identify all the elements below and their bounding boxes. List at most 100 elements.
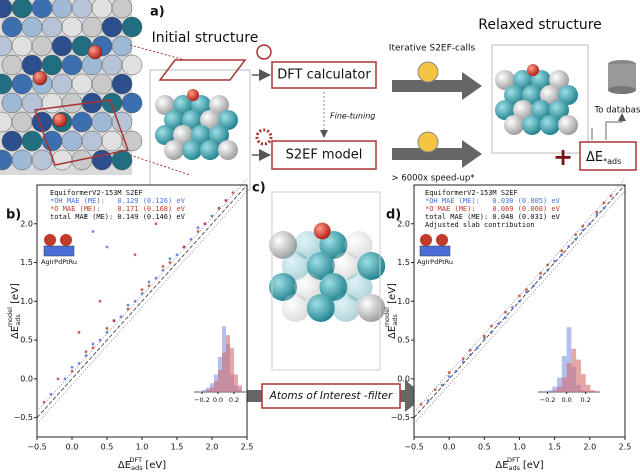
adsorbate	[313, 222, 331, 240]
zoom-line	[129, 44, 186, 61]
parity-band	[413, 178, 626, 412]
data-point	[224, 199, 228, 202]
atom	[332, 252, 360, 280]
surface-atom	[121, 54, 143, 76]
histogram-bar	[552, 390, 558, 392]
data-point	[489, 330, 493, 334]
x-tick-label: 1.5	[548, 443, 561, 452]
label-main: ΔE	[495, 460, 508, 471]
x-tick-label: 2.0	[206, 443, 219, 452]
data-point	[112, 319, 116, 323]
x-tick-label: 2.5	[619, 443, 632, 452]
note: > 6000x speed-up*	[392, 174, 475, 184]
data-point	[595, 213, 599, 216]
energy-label: ΔE*ads	[586, 150, 621, 166]
data-point	[133, 299, 137, 303]
inset-tick-label: 0.2	[229, 396, 239, 404]
atom	[504, 115, 524, 135]
data-point	[63, 377, 67, 381]
alloy-icon	[419, 245, 451, 257]
y-tick-label: −0.5	[391, 413, 410, 422]
label-sub: ads	[391, 314, 399, 326]
atom-icon	[256, 44, 272, 60]
atom	[218, 140, 238, 160]
data-point	[217, 206, 221, 210]
surface-atom	[51, 73, 73, 95]
surface-atom	[11, 35, 33, 57]
x-tick-label: 0.0	[66, 443, 79, 452]
data-point	[182, 245, 186, 249]
filter-box	[261, 383, 401, 409]
x-tick-label: 0.5	[478, 443, 491, 452]
data-point	[91, 342, 95, 346]
data-point	[525, 290, 528, 294]
data-point	[84, 354, 88, 357]
data-point	[56, 377, 60, 381]
x-tick-label: 0.0	[443, 443, 456, 452]
data-point	[546, 263, 550, 267]
adsorbate	[187, 89, 199, 101]
label-unit: [eV]	[387, 283, 398, 307]
data-point	[154, 222, 158, 226]
data-point	[539, 275, 542, 279]
atom	[558, 115, 578, 135]
inset-tick-label: −0.2	[540, 396, 556, 404]
surface-atom	[111, 0, 133, 19]
surface-atom	[91, 0, 113, 19]
data-point	[581, 224, 585, 228]
atom	[294, 231, 323, 259]
data-point	[581, 228, 585, 232]
histogram-bar	[571, 348, 577, 392]
data-point	[482, 337, 486, 340]
data-point	[574, 237, 578, 241]
y-tick-label: 0.0	[397, 374, 410, 383]
histogram-bar	[214, 381, 218, 392]
atom	[332, 294, 360, 322]
atom	[200, 140, 220, 160]
x-tick-label: 0.5	[101, 443, 114, 452]
parity-band	[36, 178, 248, 412]
atom	[218, 110, 238, 130]
parity-band	[36, 190, 248, 424]
data-point	[105, 330, 109, 334]
atom	[344, 273, 373, 301]
inset-tick-label: 0.0	[213, 396, 223, 404]
legend-text: total MAE (ME): 0.149 (0.146) eV	[50, 213, 186, 221]
surface-atom	[61, 92, 83, 114]
data-point	[433, 388, 437, 392]
note: To database	[593, 106, 640, 116]
data-point	[70, 369, 74, 373]
parity-line	[36, 184, 248, 418]
histogram-bar	[552, 386, 558, 392]
atom	[522, 85, 542, 105]
atom	[344, 231, 373, 259]
data-point	[161, 268, 165, 272]
plot-area	[36, 184, 248, 438]
histogram-bar	[576, 359, 581, 392]
atom	[558, 85, 578, 105]
data-point	[196, 230, 200, 233]
data-point	[447, 375, 451, 378]
label-main: ΔE	[387, 326, 398, 339]
data-point	[231, 191, 235, 195]
x-tick-label: 1.0	[136, 443, 149, 452]
note: Fine-tuning	[330, 112, 375, 121]
data-point	[161, 265, 165, 268]
y-tick-label: 0.5	[397, 336, 410, 345]
cell-top	[158, 59, 247, 81]
y-tick-label: 2.0	[397, 219, 410, 228]
histogram-bar	[585, 384, 591, 392]
y-tick-label: 1.0	[20, 297, 33, 306]
data-point	[489, 324, 493, 328]
atom	[513, 70, 533, 90]
data-point	[588, 222, 592, 226]
legend-text: EquiformerV2-153M S2EF	[50, 189, 143, 197]
label-unit: [eV]	[142, 460, 166, 471]
surface-atom	[91, 111, 113, 133]
panel-label: d)	[386, 208, 401, 223]
filter-label: Atoms of Interest -filter	[269, 390, 393, 402]
s2ef-box	[271, 140, 377, 170]
atom	[357, 252, 386, 280]
big-arrow	[392, 140, 482, 168]
legend-text: total MAE (ME): 0.048 (0.031) eV	[425, 213, 561, 221]
